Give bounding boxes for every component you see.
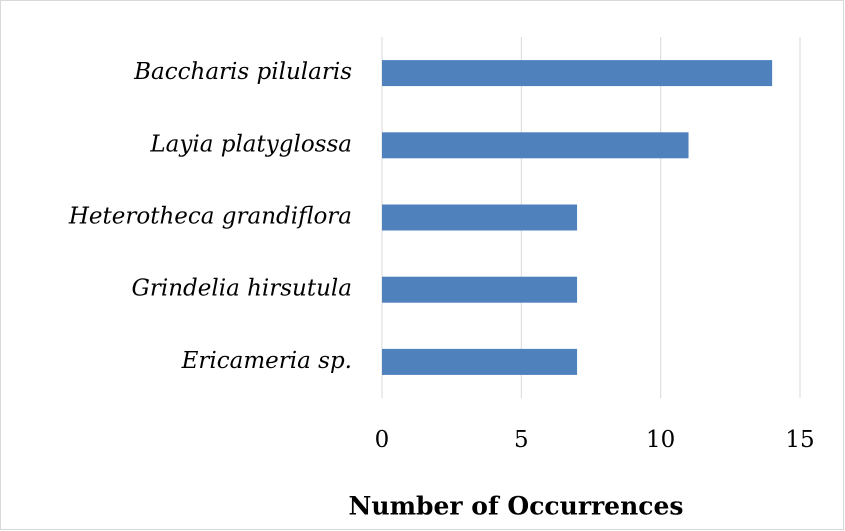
y-tick-label: Layia platyglossa <box>149 131 352 157</box>
bar <box>382 60 773 87</box>
bar <box>382 348 578 375</box>
x-tick-label: 0 <box>375 427 390 453</box>
bar <box>382 204 578 231</box>
y-tick-label: Grindelia hirsutula <box>131 276 352 302</box>
y-tick-label: Baccharis pilularis <box>133 59 352 85</box>
y-tick-label: Ericameria sp. <box>181 348 352 374</box>
y-tick-label: Heterotheca grandiflora <box>68 204 352 230</box>
bar <box>382 276 578 303</box>
x-tick-label: 5 <box>514 427 529 453</box>
x-axis-title: Number of Occurrences <box>349 492 684 521</box>
x-tick-label: 10 <box>646 427 675 453</box>
x-tick-label: 15 <box>785 427 814 453</box>
bar <box>382 132 689 159</box>
